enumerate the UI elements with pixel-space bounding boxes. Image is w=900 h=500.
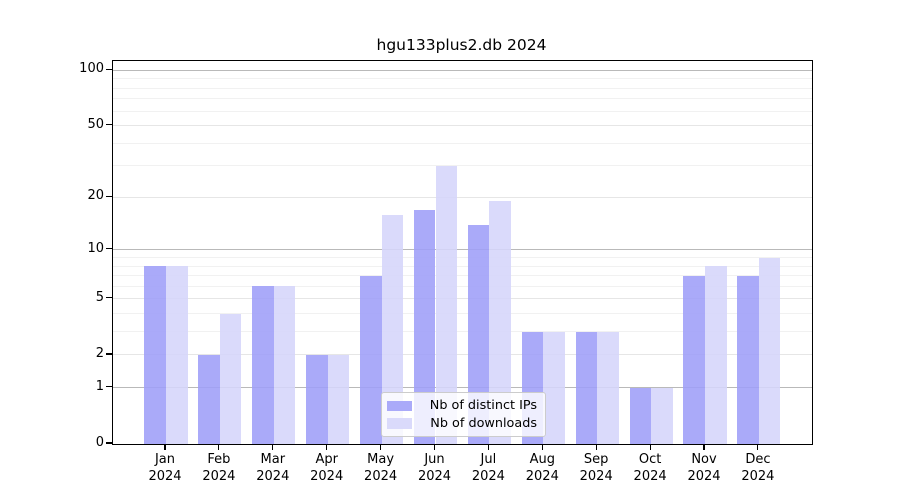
bar-downloads-may [381,214,404,444]
gridline [113,331,812,333]
y-axis-tick [106,353,112,355]
bar-ips-dec [737,275,759,444]
y-axis-tick [106,442,112,444]
x-tick-label: Nov 2024 [687,452,721,484]
x-axis-tick [326,444,328,450]
legend-label: Nb of distinct IPs [429,398,537,414]
bar-ips-apr [306,355,328,444]
bar-downloads-sep [597,331,619,444]
y-tick-label: 100 [79,61,104,77]
bar-ips-sep [575,331,598,444]
legend-item: Nb of distinct IPs [387,397,537,415]
x-axis-tick [218,444,220,450]
y-tick-label: 20 [87,188,104,204]
gridline [113,98,812,100]
x-tick-label: May 2024 [364,452,398,484]
gridline [113,142,812,144]
legend-item: Nb of downloads [387,415,537,433]
y-axis-tick [106,123,112,126]
x-axis-tick [595,444,597,450]
bar-ips-feb [198,355,220,444]
x-axis-tick [757,444,759,450]
gridline [113,285,812,287]
y-tick-label: 50 [87,116,104,132]
legend-swatch-downloads [387,418,412,429]
x-axis-tick [541,444,543,450]
x-tick-label: Jul 2024 [471,452,505,484]
bar-downloads-dec [758,257,781,444]
y-tick-label: 5 [95,289,104,305]
x-axis-tick [649,444,651,450]
gridline [113,298,812,300]
bar-ips-nov [683,275,705,444]
y-axis-tick [106,68,112,70]
x-tick-label: Oct 2024 [633,452,667,484]
gridline [113,313,812,315]
x-axis-tick [433,444,436,450]
gridline [113,69,812,71]
gridline [113,110,812,112]
gridline [113,257,812,258]
gridline [113,124,812,126]
x-axis-tick [380,444,382,450]
x-axis-tick [272,444,274,450]
y-axis-tick [106,297,112,299]
bar-ips-jun [413,209,436,444]
bar-ips-oct [629,387,652,444]
chart-title: hgu133plus2.db 2024 [376,36,547,54]
gridline [113,265,812,267]
x-axis-tick [487,444,489,450]
plot-area: Nb of distinct IPs Nb of downloads [112,60,813,445]
gridline [113,87,812,89]
gridline [113,354,812,356]
bar-downloads-jan [166,266,188,444]
x-tick-label: Sep 2024 [579,452,613,484]
x-tick-label: Jun 2024 [417,452,452,484]
legend-swatch-ips [387,400,412,411]
x-axis-tick [703,444,705,450]
bar-ips-may [360,275,382,444]
x-tick-label: Aug 2024 [525,452,559,484]
gridline [113,165,812,167]
gridline [113,78,812,80]
bar-downloads-mar [273,286,296,444]
gridline [113,196,812,198]
x-tick-label: Apr 2024 [310,452,344,484]
x-tick-label: Jan 2024 [148,452,182,484]
y-tick-label: 2 [95,346,104,362]
bar-downloads-nov [705,266,727,444]
x-tick-label: Feb 2024 [202,452,236,484]
gridline [113,275,812,277]
bar-downloads-jul [489,201,511,444]
y-axis-tick [106,195,112,197]
y-tick-label: 10 [87,240,104,256]
legend-label: Nb of downloads [430,415,537,431]
y-tick-label: 1 [95,378,104,394]
bar-ips-jan [144,266,166,444]
bar-downloads-jun [435,165,458,444]
x-tick-label: Mar 2024 [256,452,290,484]
y-axis-tick [106,386,112,388]
y-axis-tick [106,248,112,250]
bar-ips-mar [252,286,274,444]
gridline [113,249,812,251]
legend: Nb of distinct IPs Nb of downloads [381,392,546,437]
y-tick-label: 0 [95,435,104,450]
bar-downloads-oct [651,387,673,444]
x-tick-label: Dec 2024 [741,452,775,484]
bar-downloads-feb [219,313,242,444]
x-axis-tick [164,444,166,450]
bar-ips-jul [467,224,490,444]
bar-downloads-apr [327,355,350,444]
bar-downloads-aug [543,331,565,444]
gridline [113,387,812,389]
